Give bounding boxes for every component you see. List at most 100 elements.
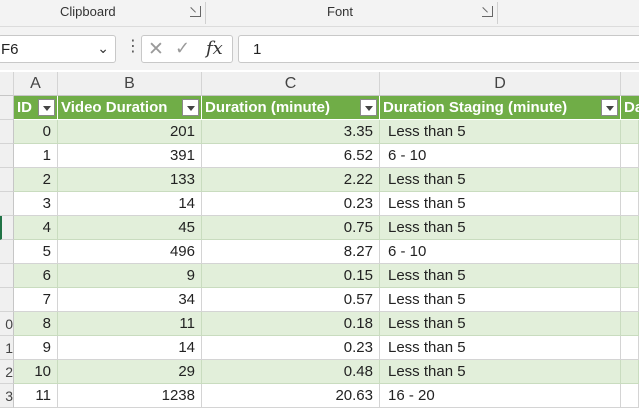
- cell-duration-minute[interactable]: 2.22: [202, 168, 380, 192]
- cell-next[interactable]: [621, 144, 639, 168]
- cell-duration-staging[interactable]: Less than 5: [380, 360, 621, 384]
- name-box[interactable]: F6 ⌄: [0, 35, 116, 63]
- cell-id[interactable]: 6: [14, 264, 58, 288]
- formula-actions: ✕ ✓ fx: [141, 35, 233, 63]
- formula-input[interactable]: 1: [238, 35, 639, 63]
- cell-duration-staging[interactable]: Less than 5: [380, 312, 621, 336]
- row-header[interactable]: [0, 120, 14, 144]
- header-cell-duration-staging[interactable]: Duration Staging (minute): [380, 96, 621, 120]
- cell-duration-minute[interactable]: 0.18: [202, 312, 380, 336]
- cell-id[interactable]: 1: [14, 144, 58, 168]
- cell-duration-minute[interactable]: 3.35: [202, 120, 380, 144]
- header-label: Duration (minute): [205, 99, 330, 116]
- cell-duration-staging[interactable]: Less than 5: [380, 264, 621, 288]
- header-cell-duration-minute[interactable]: Duration (minute): [202, 96, 380, 120]
- cell-id[interactable]: 4: [14, 216, 58, 240]
- cell-video-duration[interactable]: 45: [58, 216, 202, 240]
- cell-duration-staging[interactable]: Less than 5: [380, 216, 621, 240]
- cell-id[interactable]: 8: [14, 312, 58, 336]
- row-header[interactable]: 2: [0, 360, 14, 384]
- cell-duration-minute[interactable]: 20.63: [202, 384, 380, 408]
- row-header[interactable]: [0, 144, 14, 168]
- cell-next[interactable]: [621, 312, 639, 336]
- cell-duration-minute[interactable]: 0.15: [202, 264, 380, 288]
- cell-duration-staging[interactable]: Less than 5: [380, 168, 621, 192]
- header-cell-next[interactable]: Da: [621, 96, 639, 120]
- cell-next[interactable]: [621, 288, 639, 312]
- cell-duration-minute[interactable]: 0.23: [202, 192, 380, 216]
- row-header[interactable]: [0, 96, 14, 120]
- clipboard-launcher-icon[interactable]: [190, 6, 201, 17]
- cell-id[interactable]: 7: [14, 288, 58, 312]
- cell-duration-minute[interactable]: 0.75: [202, 216, 380, 240]
- table-row: 1 391 6.52 6 - 10: [14, 144, 639, 168]
- row-header[interactable]: [0, 288, 14, 312]
- row-header[interactable]: [0, 240, 14, 264]
- cell-duration-staging[interactable]: Less than 5: [380, 336, 621, 360]
- column-header-b[interactable]: B: [58, 72, 202, 96]
- row-header[interactable]: 1: [0, 336, 14, 360]
- cell-id[interactable]: 5: [14, 240, 58, 264]
- cell-id[interactable]: 2: [14, 168, 58, 192]
- cell-video-duration[interactable]: 9: [58, 264, 202, 288]
- filter-dropdown-icon[interactable]: [38, 99, 55, 116]
- cell-next[interactable]: [621, 336, 639, 360]
- cell-duration-minute[interactable]: 8.27: [202, 240, 380, 264]
- cell-duration-staging[interactable]: 6 - 10: [380, 144, 621, 168]
- cell-id[interactable]: 9: [14, 336, 58, 360]
- cell-duration-minute[interactable]: 0.48: [202, 360, 380, 384]
- cell-id[interactable]: 11: [14, 384, 58, 408]
- font-launcher-icon[interactable]: [482, 6, 493, 17]
- cell-duration-staging[interactable]: Less than 5: [380, 288, 621, 312]
- column-header-d[interactable]: D: [380, 72, 621, 96]
- cell-id[interactable]: 0: [14, 120, 58, 144]
- select-all-corner[interactable]: [0, 72, 14, 96]
- row-header[interactable]: [0, 216, 14, 240]
- cell-video-duration[interactable]: 14: [58, 336, 202, 360]
- cell-next[interactable]: [621, 192, 639, 216]
- more-options-icon[interactable]: ⋮: [125, 38, 141, 55]
- cell-video-duration[interactable]: 391: [58, 144, 202, 168]
- filter-dropdown-icon[interactable]: [182, 99, 199, 116]
- column-header-e[interactable]: [621, 72, 639, 96]
- check-icon[interactable]: ✓: [175, 38, 191, 58]
- cell-next[interactable]: [621, 264, 639, 288]
- cell-video-duration[interactable]: 496: [58, 240, 202, 264]
- cell-duration-staging[interactable]: 6 - 10: [380, 240, 621, 264]
- row-header[interactable]: [0, 264, 14, 288]
- cell-video-duration[interactable]: 34: [58, 288, 202, 312]
- cell-next[interactable]: [621, 240, 639, 264]
- cell-video-duration[interactable]: 29: [58, 360, 202, 384]
- cell-video-duration[interactable]: 1238: [58, 384, 202, 408]
- row-header[interactable]: 0: [0, 312, 14, 336]
- cell-id[interactable]: 10: [14, 360, 58, 384]
- column-header-c[interactable]: C: [202, 72, 380, 96]
- cell-duration-minute[interactable]: 0.23: [202, 336, 380, 360]
- insert-function-icon[interactable]: fx: [206, 38, 223, 59]
- column-header-a[interactable]: A: [14, 72, 58, 96]
- cell-video-duration[interactable]: 11: [58, 312, 202, 336]
- header-cell-id[interactable]: ID: [14, 96, 58, 120]
- cell-duration-staging[interactable]: Less than 5: [380, 120, 621, 144]
- header-cell-video-duration[interactable]: Video Duration: [58, 96, 202, 120]
- cell-video-duration[interactable]: 201: [58, 120, 202, 144]
- cell-next[interactable]: [621, 168, 639, 192]
- cell-video-duration[interactable]: 14: [58, 192, 202, 216]
- filter-dropdown-icon[interactable]: [601, 99, 618, 116]
- cell-duration-minute[interactable]: 0.57: [202, 288, 380, 312]
- cell-id[interactable]: 3: [14, 192, 58, 216]
- cell-next[interactable]: [621, 216, 639, 240]
- row-header[interactable]: [0, 168, 14, 192]
- cell-next[interactable]: [621, 384, 639, 408]
- filter-dropdown-icon[interactable]: [360, 99, 377, 116]
- cell-duration-staging[interactable]: Less than 5: [380, 192, 621, 216]
- row-header[interactable]: 3: [0, 384, 14, 408]
- cell-duration-staging[interactable]: 16 - 20: [380, 384, 621, 408]
- row-header[interactable]: [0, 192, 14, 216]
- cell-next[interactable]: [621, 360, 639, 384]
- cell-next[interactable]: [621, 120, 639, 144]
- close-icon[interactable]: ✕: [148, 39, 164, 60]
- cell-video-duration[interactable]: 133: [58, 168, 202, 192]
- cell-duration-minute[interactable]: 6.52: [202, 144, 380, 168]
- chevron-down-icon[interactable]: ⌄: [97, 40, 109, 56]
